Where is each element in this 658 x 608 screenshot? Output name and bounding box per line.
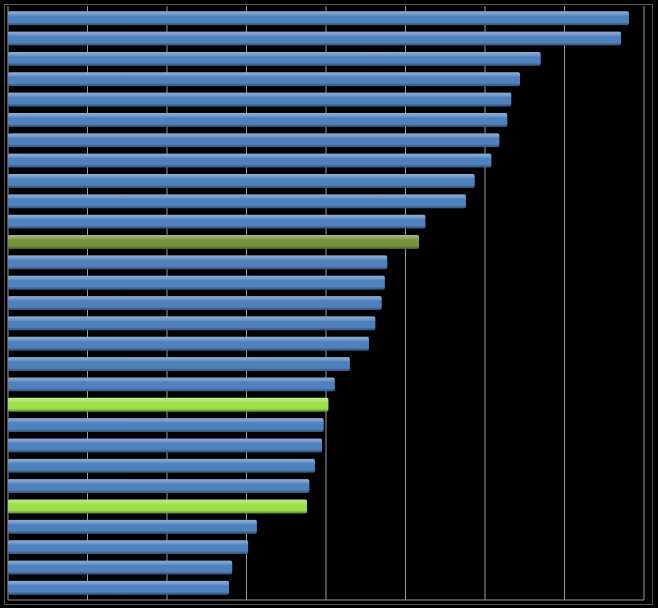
bar-shine — [8, 133, 500, 148]
bar-shine — [8, 357, 350, 371]
bar-shine — [8, 235, 420, 249]
bar-shine — [8, 377, 335, 392]
bar-shine — [8, 112, 508, 127]
bar-shine — [8, 336, 369, 351]
bar-shine — [8, 72, 520, 87]
bar-shine — [8, 214, 426, 229]
bar-shine — [8, 31, 621, 46]
bar-shine — [8, 153, 492, 168]
bar-shine — [8, 174, 475, 188]
bar-shine — [8, 479, 310, 494]
bar-shine — [8, 296, 382, 310]
chart-border — [4, 4, 653, 605]
bar-shine — [8, 580, 230, 595]
bar-shine — [8, 519, 257, 534]
bar-shine — [8, 438, 323, 453]
bar-shine — [8, 11, 629, 26]
bar-shine — [8, 51, 541, 66]
bar-shine — [8, 194, 466, 209]
bar-shine — [8, 92, 512, 107]
bar-shine — [8, 275, 385, 290]
bar-shine — [8, 458, 315, 473]
bar-shine — [8, 560, 233, 575]
bar-shine — [8, 255, 388, 270]
bar-shine — [8, 540, 249, 555]
bar-shine — [8, 316, 376, 331]
bar-shine — [8, 397, 329, 412]
bar-shine — [8, 499, 307, 514]
bar-shine — [8, 418, 324, 432]
